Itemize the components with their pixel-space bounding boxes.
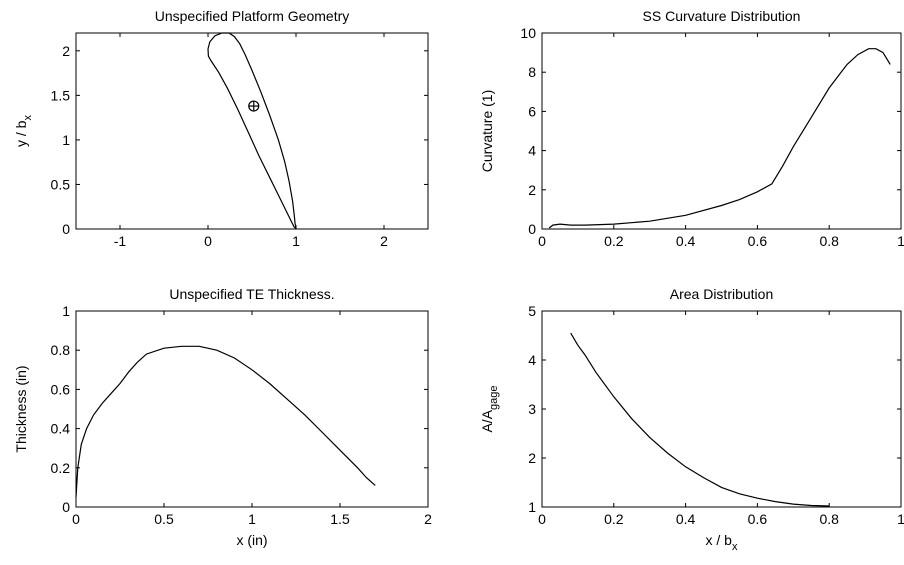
y-tick-label: 6 bbox=[528, 103, 536, 119]
y-axis-label: Curvature (1) bbox=[479, 90, 495, 172]
y-tick-label: 1 bbox=[62, 132, 70, 148]
x-tick-label: 0.2 bbox=[604, 511, 624, 527]
chart-title: Unspecified TE Thickness. bbox=[169, 286, 334, 302]
y-axis-label-main: Curvature (1) bbox=[479, 90, 495, 172]
y-tick-label: 0.4 bbox=[51, 421, 71, 437]
axes-box bbox=[541, 32, 902, 230]
x-axis-label-subscript: x bbox=[732, 541, 738, 553]
y-tick-label: 2 bbox=[62, 43, 70, 59]
y-tick-label: 0 bbox=[62, 499, 70, 515]
y-tick-label: 5 bbox=[528, 303, 536, 319]
chart-thickness: 0 0.5 1 1.5 2 0 0.2 0.4 0.6 0.8 1 Unspecified TE Th… bbox=[13, 286, 432, 548]
x-axis-label: x (in) bbox=[236, 532, 267, 548]
y-axis-label: A/Agage bbox=[479, 385, 500, 432]
y-tick-label: 1.5 bbox=[51, 87, 71, 103]
x-tick-label: 0 bbox=[72, 511, 80, 527]
x-axis-label: x / bx bbox=[706, 532, 738, 553]
chart-area: 0 0.2 0.4 0.6 0.8 1 1 2 3 4 5 Area Distribution x / … bbox=[479, 286, 904, 553]
y-tick-label: 1 bbox=[62, 303, 70, 319]
chart-title: SS Curvature Distribution bbox=[643, 8, 801, 24]
x-tick-label: 0.6 bbox=[748, 511, 768, 527]
chart-platform: -1 0 1 2 0 0.5 1 1.5 2 Unspecified Platform Geome… bbox=[13, 8, 429, 249]
y-axis-label-subscript: x bbox=[22, 115, 34, 121]
y-tick-label: 0 bbox=[62, 221, 70, 237]
y-axis-label-main: y / b bbox=[13, 120, 29, 147]
x-tick-label: 0.6 bbox=[748, 233, 768, 249]
chart-title: Unspecified Platform Geometry bbox=[155, 8, 350, 24]
x-tick-label: 2 bbox=[380, 233, 388, 249]
series-line bbox=[75, 345, 376, 498]
y-tick-label: 0.6 bbox=[51, 381, 71, 397]
x-tick-label: 1 bbox=[897, 511, 904, 527]
y-tick-label: 2 bbox=[528, 450, 536, 466]
series-line bbox=[570, 332, 830, 507]
x-tick-label: 0 bbox=[538, 233, 546, 249]
y-tick-label: 4 bbox=[528, 143, 536, 159]
x-tick-label: -1 bbox=[114, 233, 127, 249]
y-axis-label: y / bx bbox=[13, 115, 34, 147]
x-tick-label: 2 bbox=[424, 511, 432, 527]
y-tick-label: 4 bbox=[528, 352, 536, 368]
x-axis-label-main: x (in) bbox=[236, 532, 267, 548]
x-tick-label: 1 bbox=[248, 511, 256, 527]
x-tick-label: 0.8 bbox=[819, 233, 839, 249]
y-tick-label: 10 bbox=[520, 25, 536, 41]
y-tick-label: 8 bbox=[528, 64, 536, 80]
x-tick-label: 0.8 bbox=[819, 511, 839, 527]
series-line bbox=[207, 32, 297, 230]
x-tick-label: 0.5 bbox=[154, 511, 174, 527]
x-tick-label: 1.5 bbox=[330, 511, 350, 527]
y-tick-label: 0.8 bbox=[51, 342, 71, 358]
series-line bbox=[548, 48, 891, 229]
y-axis-label: Thickness (in) bbox=[13, 365, 29, 452]
y-tick-label: 3 bbox=[528, 401, 536, 417]
y-tick-label: 1 bbox=[528, 499, 536, 515]
x-tick-label: 1 bbox=[897, 233, 904, 249]
x-tick-label: 0 bbox=[204, 233, 212, 249]
x-tick-label: 0 bbox=[538, 511, 546, 527]
axes-box bbox=[75, 310, 429, 508]
y-tick-label: 2 bbox=[528, 182, 536, 198]
y-axis-label-main: A/A bbox=[479, 409, 495, 432]
axes-box bbox=[541, 310, 902, 508]
y-tick-label: 0.2 bbox=[51, 460, 71, 476]
x-tick-label: 0.4 bbox=[676, 511, 696, 527]
y-axis-label-subscript: gage bbox=[488, 385, 500, 409]
y-tick-label: 0 bbox=[528, 221, 536, 237]
y-axis-label-main: Thickness (in) bbox=[13, 365, 29, 452]
x-tick-label: 0.2 bbox=[604, 233, 624, 249]
axes-box bbox=[75, 32, 429, 230]
x-axis-label-main: x / b bbox=[706, 532, 733, 548]
y-tick-label: 0.5 bbox=[51, 176, 71, 192]
centroid-marker bbox=[248, 100, 260, 112]
chart-title: Area Distribution bbox=[670, 286, 774, 302]
x-tick-label: 1 bbox=[292, 233, 300, 249]
x-tick-label: 0.4 bbox=[676, 233, 696, 249]
